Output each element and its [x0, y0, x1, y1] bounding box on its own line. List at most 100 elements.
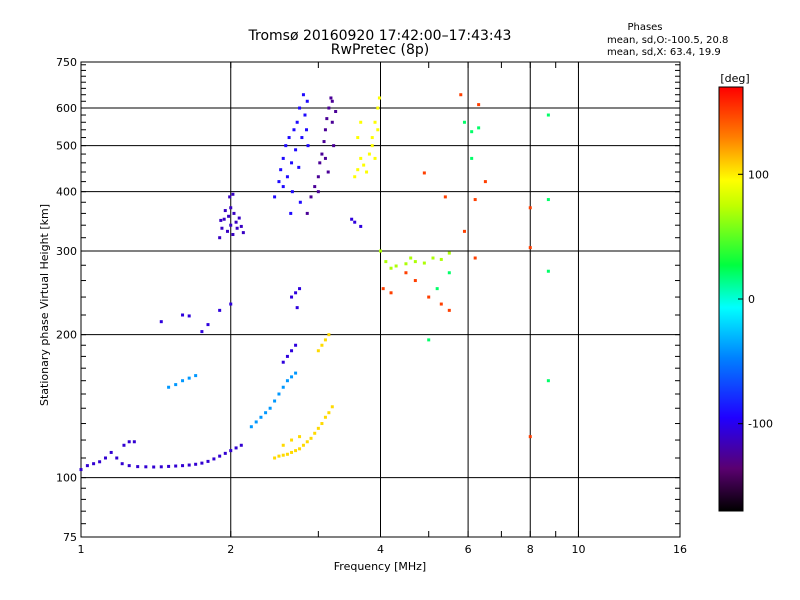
data-point	[187, 376, 191, 380]
data-point	[290, 438, 294, 442]
data-point	[223, 209, 227, 213]
data-point	[316, 175, 320, 179]
data-point	[287, 136, 291, 140]
x-tick-label: 6	[465, 543, 472, 556]
data-point	[295, 120, 299, 124]
data-point	[127, 464, 131, 468]
data-point	[239, 443, 243, 447]
data-point	[290, 161, 294, 165]
stats-line-o: mean, sd,O:-100.5, 20.8	[607, 35, 728, 46]
stats-line-x: mean, sd,X: 63.4, 19.9	[607, 47, 721, 58]
data-point	[404, 262, 408, 266]
data-point	[187, 314, 191, 318]
data-point	[379, 249, 382, 253]
data-point	[239, 224, 243, 228]
data-point	[181, 464, 185, 468]
data-point	[362, 163, 366, 167]
data-point	[320, 152, 324, 156]
chart-subtitle: RwPretec (8p)	[331, 42, 429, 58]
data-point	[316, 426, 320, 430]
data-point	[528, 246, 532, 250]
data-point	[422, 261, 426, 265]
data-point	[389, 291, 393, 295]
data-point	[290, 450, 294, 454]
data-point	[305, 99, 309, 103]
data-point	[427, 295, 431, 299]
data-point	[313, 431, 317, 435]
data-point	[435, 287, 439, 291]
data-point	[264, 411, 268, 415]
data-point	[413, 260, 417, 264]
data-point	[290, 190, 294, 194]
data-point	[462, 120, 466, 124]
data-point	[277, 392, 281, 396]
data-point	[122, 443, 126, 447]
data-point	[381, 287, 385, 291]
data-point	[443, 195, 447, 199]
data-point	[136, 465, 140, 469]
data-point	[159, 320, 163, 324]
data-point	[353, 220, 357, 224]
data-point	[306, 144, 310, 148]
x-tick-label: 16	[673, 543, 687, 556]
y-tick-label: 75	[63, 531, 77, 544]
data-point	[290, 295, 294, 299]
chart-title: Tromsø 20160920 17:42:00–17:43:43	[248, 28, 512, 44]
data-point	[174, 383, 178, 387]
y-tick-label: 200	[56, 329, 77, 342]
data-point	[359, 120, 363, 124]
data-point	[273, 399, 277, 403]
data-point	[232, 211, 236, 215]
data-point	[234, 446, 238, 450]
x-tick-label: 1	[78, 543, 85, 556]
stats-heading: Phases	[627, 22, 662, 33]
data-point	[394, 264, 398, 268]
data-point	[301, 93, 305, 97]
data-point	[206, 459, 210, 463]
data-point	[259, 415, 263, 419]
data-point	[241, 231, 245, 235]
data-point	[294, 449, 298, 453]
data-point	[218, 454, 222, 458]
data-point	[298, 106, 302, 110]
data-point	[200, 461, 204, 465]
data-point	[373, 120, 377, 124]
data-point	[144, 465, 148, 469]
data-point	[109, 450, 113, 454]
data-point	[294, 371, 298, 375]
data-point	[546, 198, 550, 202]
data-point	[295, 306, 299, 310]
data-point	[459, 93, 463, 97]
data-point	[132, 440, 136, 444]
data-point	[546, 379, 550, 383]
data-point	[227, 214, 231, 218]
data-point	[389, 266, 393, 270]
data-point	[370, 144, 374, 148]
data-point	[281, 443, 285, 447]
data-point	[376, 128, 380, 132]
data-point	[231, 192, 235, 196]
data-point	[367, 152, 371, 156]
data-point	[237, 216, 241, 220]
data-point	[384, 260, 388, 264]
data-point	[115, 456, 119, 460]
data-point	[285, 379, 289, 383]
data-point	[194, 462, 198, 466]
data-point	[222, 217, 226, 221]
data-point	[277, 180, 281, 184]
colorbar-tick-label: 0	[748, 293, 755, 306]
data-point	[528, 435, 532, 439]
data-point	[281, 156, 285, 160]
data-point	[228, 195, 232, 199]
data-point	[292, 128, 296, 132]
data-point	[323, 128, 327, 132]
data-point	[281, 385, 285, 389]
data-point	[316, 190, 320, 194]
data-point	[326, 170, 330, 174]
data-point	[327, 411, 331, 415]
data-point	[159, 465, 163, 469]
data-point	[85, 464, 89, 468]
y-axis: 75 100 200 300 400 500 600 750	[56, 56, 680, 544]
data-point	[334, 109, 338, 113]
data-point	[409, 256, 413, 260]
